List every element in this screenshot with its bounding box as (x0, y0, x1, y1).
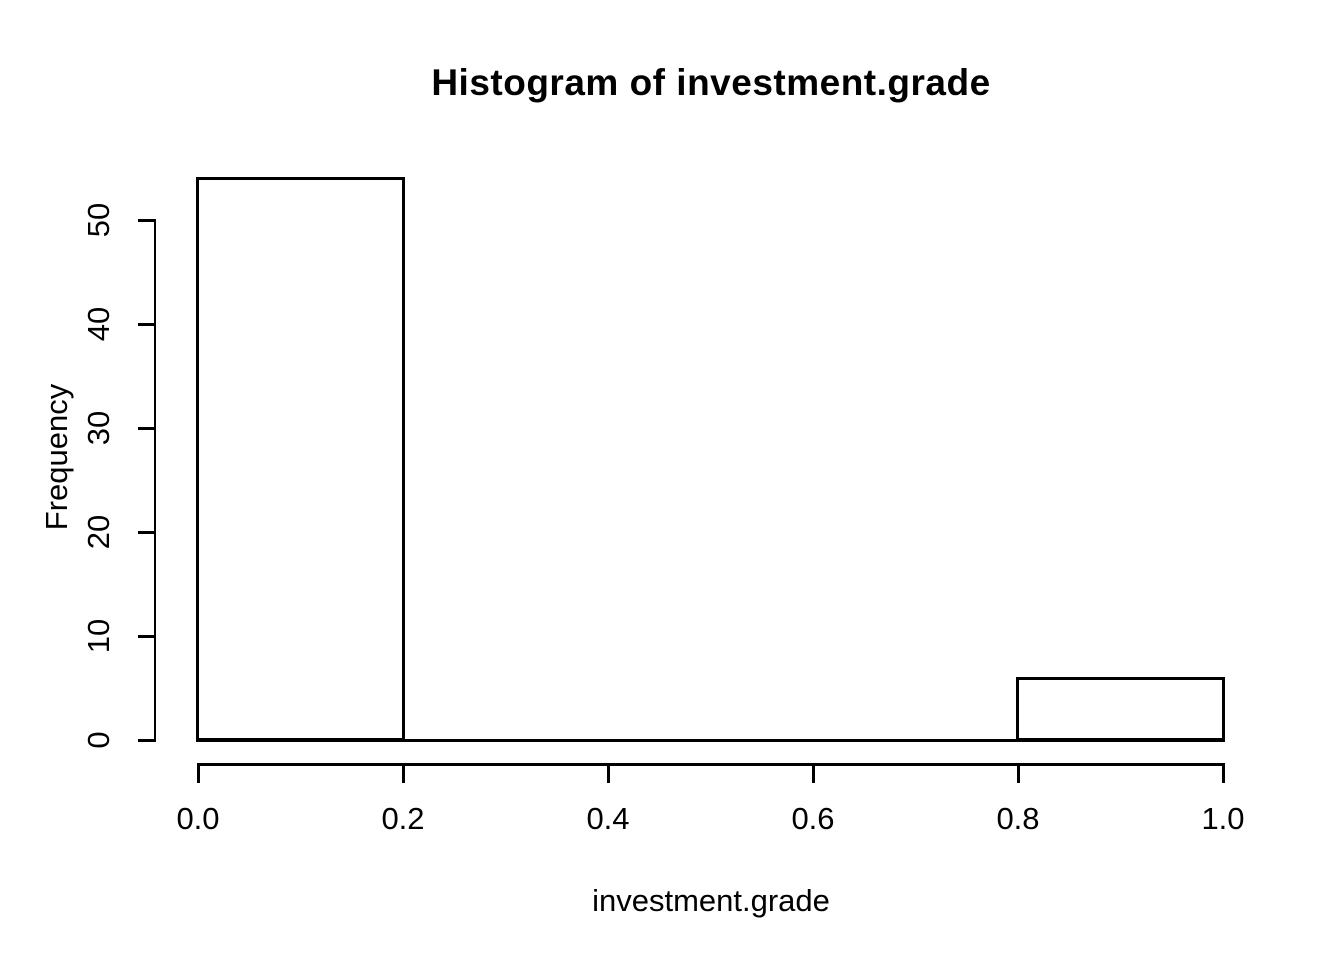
y-tick-label: 10 (81, 618, 116, 654)
x-axis-label: investment.grade (592, 883, 830, 918)
y-tick-label: 40 (81, 306, 116, 342)
y-tick-label: 20 (81, 514, 116, 550)
x-tick-label: 0.8 (996, 801, 1040, 836)
x-tick-mark (607, 763, 610, 783)
y-tick-label: 50 (81, 202, 116, 238)
histogram-baseline (196, 739, 1225, 742)
x-tick-label: 0.4 (586, 801, 630, 836)
y-tick-mark (138, 427, 154, 430)
x-tick-mark (402, 763, 405, 783)
y-axis-label: Frequency (39, 383, 74, 531)
histogram-bar (196, 177, 405, 741)
x-axis-line (197, 763, 1225, 766)
x-tick-mark (197, 763, 200, 783)
y-tick-mark (138, 219, 154, 222)
x-tick-label: 0.2 (381, 801, 425, 836)
y-tick-mark (138, 531, 154, 534)
x-tick-label: 0.0 (176, 801, 220, 836)
y-tick-label: 0 (81, 731, 116, 749)
x-tick-label: 1.0 (1201, 801, 1245, 836)
histogram-bar (1016, 676, 1225, 741)
y-tick-mark (138, 739, 154, 742)
y-axis-line (154, 219, 156, 742)
y-tick-mark (138, 323, 154, 326)
y-tick-mark (138, 635, 154, 638)
y-tick-label: 30 (81, 410, 116, 446)
x-tick-mark (812, 763, 815, 783)
x-tick-mark (1222, 763, 1225, 783)
x-tick-label: 0.6 (791, 801, 835, 836)
chart-title: Histogram of investment.grade (431, 62, 991, 103)
x-tick-mark (1017, 763, 1020, 783)
